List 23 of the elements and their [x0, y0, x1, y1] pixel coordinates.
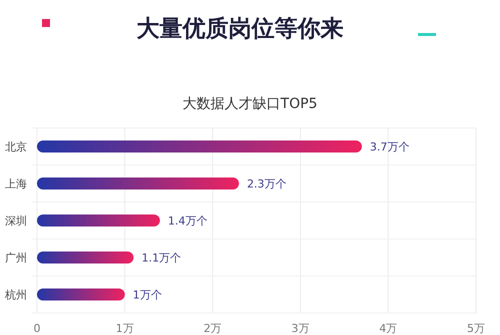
- x-tick-label: 5万: [467, 322, 485, 335]
- y-tick-label: 杭州: [4, 288, 27, 302]
- bar: [37, 178, 239, 190]
- y-tick-label: 北京: [5, 140, 27, 154]
- x-tick-label: 4万: [379, 322, 398, 335]
- x-tick-label: 2万: [204, 322, 222, 335]
- y-tick-label: 广州: [5, 252, 27, 264]
- data-label: 1万个: [132, 288, 162, 302]
- data-label: 1.4万个: [168, 214, 208, 228]
- data-label: 3.7万个: [370, 140, 410, 154]
- x-tick-label: 1万: [116, 322, 134, 335]
- x-tick-label: 0: [34, 322, 40, 335]
- data-label: 1.1万个: [142, 252, 182, 264]
- data-label: 2.3万个: [246, 178, 286, 190]
- bar: [37, 214, 160, 226]
- bar: [37, 288, 125, 300]
- chart-title: 大量优质岗位等你来: [136, 16, 344, 42]
- bar: [37, 252, 134, 264]
- y-tick-label: 深圳: [5, 214, 27, 228]
- bar: [37, 140, 362, 152]
- chart-subtitle: 大数据人才缺口TOP5: [182, 96, 318, 112]
- x-tick-label: 3万: [291, 322, 310, 335]
- y-tick-label: 上海: [5, 178, 27, 190]
